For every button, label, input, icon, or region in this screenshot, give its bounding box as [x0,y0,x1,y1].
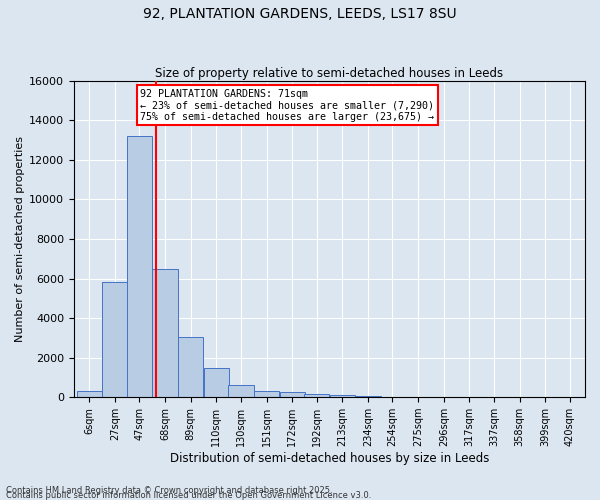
Title: Size of property relative to semi-detached houses in Leeds: Size of property relative to semi-detach… [155,66,503,80]
X-axis label: Distribution of semi-detached houses by size in Leeds: Distribution of semi-detached houses by … [170,452,489,465]
Bar [127,136,152,397]
Bar [304,394,329,397]
Bar [380,396,405,397]
Bar [228,386,254,397]
Bar [77,392,102,397]
Text: Contains public sector information licensed under the Open Government Licence v3: Contains public sector information licen… [6,490,371,500]
Bar [178,337,203,397]
Bar [204,368,229,397]
Bar [103,282,128,397]
Bar [329,395,355,397]
Bar [152,268,178,397]
Y-axis label: Number of semi-detached properties: Number of semi-detached properties [15,136,25,342]
Bar [254,391,279,397]
Bar [280,392,305,397]
Bar [355,396,380,397]
Text: 92 PLANTATION GARDENS: 71sqm
← 23% of semi-detached houses are smaller (7,290)
7: 92 PLANTATION GARDENS: 71sqm ← 23% of se… [140,88,434,122]
Text: Contains HM Land Registry data © Crown copyright and database right 2025.: Contains HM Land Registry data © Crown c… [6,486,332,495]
Text: 92, PLANTATION GARDENS, LEEDS, LS17 8SU: 92, PLANTATION GARDENS, LEEDS, LS17 8SU [143,8,457,22]
